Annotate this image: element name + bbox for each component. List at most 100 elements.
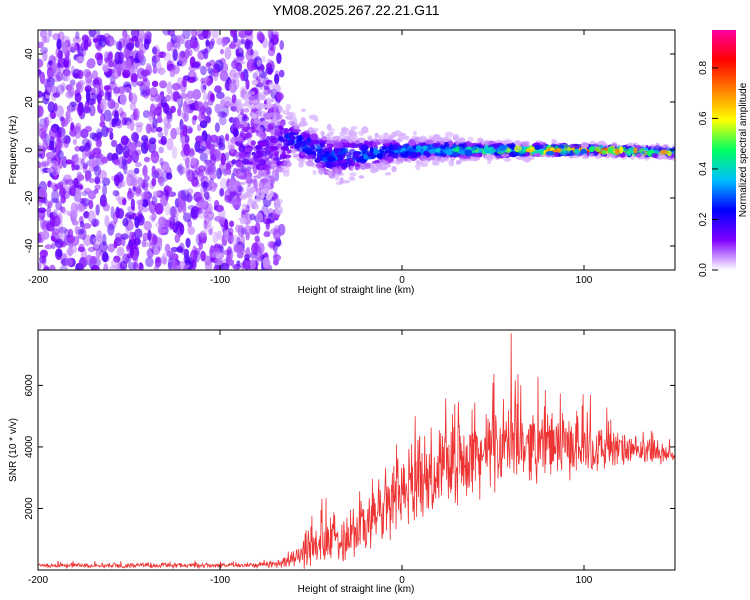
spectrogram-cell [292,118,298,124]
spectrogram-cell [181,248,190,256]
spectrogram-cell [239,152,246,159]
spectrogram-cell [154,168,163,179]
spectrogram-cell [254,256,263,262]
spectrogram-cell [121,117,127,126]
spectrogram-cell [237,217,247,221]
spectrogram-cell [112,211,119,224]
spectrogram-cell [534,144,541,151]
colorbar-label: Normalized spectral amplitude [738,82,749,217]
spectrogram-cell [349,165,354,172]
spectrogram-cell [216,167,222,180]
spectrogram-cell [69,43,78,54]
spectrogram-cell [133,237,141,246]
spectrogram-cell [229,69,237,79]
spectrogram-cell [91,153,100,159]
spectrogram-cell [157,131,164,138]
spectrogram-cell [104,214,110,228]
spectrogram-cell [180,50,186,58]
spectrogram-cell [195,101,204,112]
spectrogram-cell [287,149,292,154]
spectrogram-cell [588,146,595,153]
spectrogram-cell [40,46,49,54]
spectrogram-cell [128,231,134,244]
spectrogram-cell [219,177,228,190]
spectrogram-cell [228,259,235,266]
spectrogram-cell [218,116,227,126]
spectrogram-cell [244,98,251,103]
spectrogram-cell [225,163,231,171]
spectrogram-cell [172,48,178,62]
snr-axes: -200 -100 0 100 2000 4000 6000 [24,330,675,586]
spectrogram-cell [73,72,80,79]
spectrogram-cell [214,59,224,73]
spectrogram-cell [44,244,53,250]
spectrogram-cell [136,124,143,133]
spectrogram-cell [143,39,150,50]
chart-title: YM08.2025.267.22.21.G11 [272,2,439,18]
spectrogram-cell [116,246,125,257]
spectrogram-cell [198,112,206,123]
spectrogram-cell [263,112,272,120]
spectrogram-cell [300,152,307,156]
spectrogram-cell [367,141,377,148]
spectrogram-cell [171,82,181,91]
spectrogram-cell [182,212,192,223]
spectrogram-cell [170,246,179,253]
spectrogram-cell [276,160,282,166]
spectrogram-cell [151,195,158,206]
spectrogram-cell [67,84,75,97]
spectrogram-cell [205,39,210,47]
spectrogram-cell [258,94,266,101]
spectrogram-cell [445,148,453,156]
spectrogram-cell [163,116,170,128]
spectrogram-cell [261,133,267,137]
spectrogram-cell [154,202,164,215]
spectrogram-cell [137,176,144,187]
spectrogram-cell [574,148,581,156]
spectrogram-cell [305,149,313,156]
spectrogram-cell [220,99,226,109]
spectrogram-cell [75,31,80,40]
spectrogram-cell [374,159,380,164]
spectrogram-cell [428,150,437,154]
spectrogram-cell [63,68,71,82]
spectrogram-cell [52,92,61,98]
spectrogram-cell [47,101,55,113]
spectrogram-cell [383,164,392,168]
spectrogram-cell [81,191,89,197]
spectrogram-cell [95,204,100,216]
spectrogram-cell [39,249,48,259]
spectrogram-cell [182,76,187,88]
spectrogram-cell [217,142,222,150]
spectrogram-cell [51,189,60,203]
spectrogram-cell [580,142,589,149]
spectrogram-cell [46,81,53,94]
spectrogram-cell [395,138,403,143]
spectrogram-cell [249,258,257,270]
spectrogram-cell [135,185,142,195]
spectrogram-cell [42,139,48,151]
spectrogram-cell [127,193,133,201]
spectrogram-cell [471,145,478,151]
spectrogram-cell [270,228,279,235]
spectrogram-cell [78,256,86,270]
spectrogram-cell [455,137,460,146]
spectrogram-cell [72,138,77,146]
spectrogram-cell [155,126,163,133]
spectrogram-cell [186,188,194,195]
spectrogram-cell [62,75,68,82]
spectrogram-cell [239,123,245,129]
spectrogram-cell [274,132,282,137]
spectrogram-cell [528,156,535,161]
spectrogram-cell [200,65,207,76]
spectrogram-cell [309,133,319,141]
spectrogram-cell [177,107,182,117]
spectrogram-cell [105,127,114,133]
spectrogram-cell [67,246,73,257]
spectrogram-cell [658,154,665,160]
spectrogram-cell [91,265,100,270]
spectrogram-cell [75,56,85,62]
colorbar: 0.0 0.2 0.4 0.6 0.8 Normalized spectral ampl… [698,30,749,277]
spectrogram-cell [170,34,178,44]
spectrogram-cell [102,183,108,197]
